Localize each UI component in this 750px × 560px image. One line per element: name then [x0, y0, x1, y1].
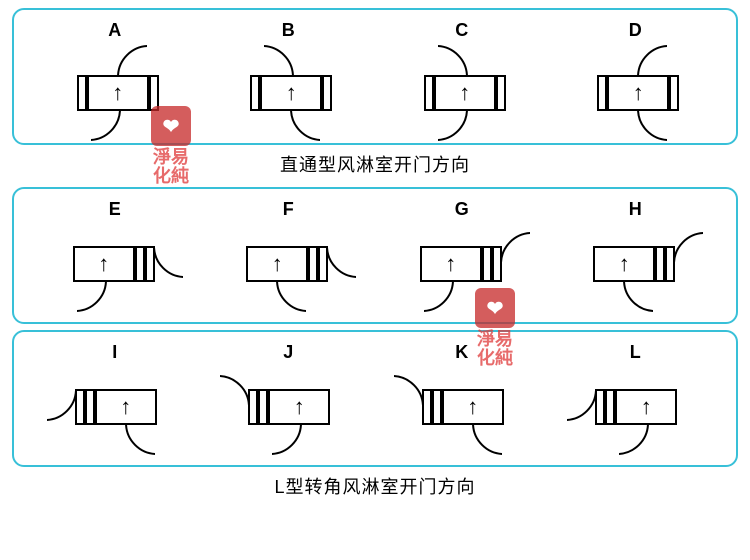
arrow-up-icon: ↑ — [445, 253, 456, 275]
arrow-up-icon: ↑ — [286, 82, 297, 104]
variant-label: K — [455, 342, 468, 363]
door-swing-arc — [673, 232, 703, 262]
stamp-icon: ❤ — [151, 106, 191, 146]
door-diagram: ↑ — [575, 369, 695, 459]
door-diagram: ↑ — [55, 369, 175, 459]
variant-label: J — [283, 342, 293, 363]
room-box — [135, 246, 145, 282]
door-swing-arc — [47, 391, 77, 421]
watermark-stamp: ❤淨易 化純 — [148, 106, 194, 186]
door-swing-arc — [623, 282, 653, 312]
room-box — [77, 75, 87, 111]
door-diagram: ↑ — [575, 47, 695, 137]
door-swing-arc — [220, 375, 250, 405]
door-diagram: ↑ — [228, 226, 348, 316]
door-swing-arc — [153, 248, 183, 278]
arrow-up-icon: ↑ — [112, 82, 123, 104]
door-diagram: ↑ — [228, 369, 348, 459]
stamp-text: 淨易 化純 — [148, 148, 194, 186]
stamp-icon: ❤ — [475, 288, 515, 328]
arrow-up-icon: ↑ — [294, 396, 305, 418]
diagram-cell: D↑ — [549, 20, 723, 137]
arrow-up-icon: ↑ — [120, 396, 131, 418]
variant-label: F — [283, 199, 294, 220]
diagram-panel: I↑J↑K↑L↑ — [12, 330, 738, 467]
variant-label: E — [109, 199, 121, 220]
arrow-up-icon: ↑ — [272, 253, 283, 275]
door-swing-arc — [272, 425, 302, 455]
section-caption: 直通型风淋室开门方向 — [12, 151, 738, 177]
door-swing-arc — [326, 248, 356, 278]
room-box — [605, 389, 615, 425]
diagram-cell: E↑ — [28, 199, 202, 316]
diagram-cell: B↑ — [202, 20, 376, 137]
arrow-up-icon: ↑ — [641, 396, 652, 418]
door-diagram: ↑ — [575, 226, 695, 316]
diagram-cell: L↑ — [549, 342, 723, 459]
diagram-cell: J↑ — [202, 342, 376, 459]
door-swing-arc — [77, 282, 107, 312]
door-swing-arc — [438, 45, 468, 75]
door-swing-arc — [290, 111, 320, 141]
room-box — [322, 75, 332, 111]
arrow-up-icon: ↑ — [619, 253, 630, 275]
door-swing-arc — [276, 282, 306, 312]
door-swing-arc — [472, 425, 502, 455]
door-swing-arc — [424, 282, 454, 312]
variant-label: G — [455, 199, 469, 220]
room-box — [432, 389, 442, 425]
door-diagram: ↑ — [228, 47, 348, 137]
room-box — [250, 75, 260, 111]
room-box — [85, 389, 95, 425]
variant-label: H — [629, 199, 642, 220]
variant-label: A — [108, 20, 121, 41]
room-box — [258, 389, 268, 425]
door-swing-arc — [438, 111, 468, 141]
door-swing-arc — [91, 111, 121, 141]
room-box — [308, 246, 318, 282]
door-swing-arc — [394, 375, 424, 405]
door-diagram: ↑ — [402, 369, 522, 459]
stamp-text: 淨易 化純 — [472, 330, 518, 368]
variant-label: D — [629, 20, 642, 41]
section-caption: L型转角风淋室开门方向 — [12, 473, 738, 499]
door-swing-arc — [125, 425, 155, 455]
door-diagram: ↑ — [402, 47, 522, 137]
room-box — [655, 246, 665, 282]
diagram-cell: H↑ — [549, 199, 723, 316]
door-swing-arc — [619, 425, 649, 455]
arrow-up-icon: ↑ — [633, 82, 644, 104]
arrow-up-icon: ↑ — [459, 82, 470, 104]
room-box — [597, 75, 607, 111]
room-box — [482, 246, 492, 282]
variant-label: C — [455, 20, 468, 41]
variant-label: L — [630, 342, 641, 363]
watermark-stamp: ❤淨易 化純 — [472, 288, 518, 368]
diagram-panel: E↑F↑G↑H↑ — [12, 187, 738, 324]
door-swing-arc — [637, 111, 667, 141]
room-box — [669, 75, 679, 111]
diagram-cell: G↑ — [375, 199, 549, 316]
door-swing-arc — [567, 391, 597, 421]
room-box — [424, 75, 434, 111]
door-swing-arc — [637, 45, 667, 75]
diagram-cell: I↑ — [28, 342, 202, 459]
diagram-panel: A↑B↑C↑D↑ — [12, 8, 738, 145]
variant-label: I — [112, 342, 117, 363]
door-swing-arc — [500, 232, 530, 262]
arrow-up-icon: ↑ — [467, 396, 478, 418]
diagram-cell: C↑ — [375, 20, 549, 137]
arrow-up-icon: ↑ — [98, 253, 109, 275]
diagram-cell: K↑ — [375, 342, 549, 459]
door-swing-arc — [264, 45, 294, 75]
door-swing-arc — [117, 45, 147, 75]
door-diagram: ↑ — [55, 226, 175, 316]
diagram-cell: F↑ — [202, 199, 376, 316]
room-box — [496, 75, 506, 111]
variant-label: B — [282, 20, 295, 41]
